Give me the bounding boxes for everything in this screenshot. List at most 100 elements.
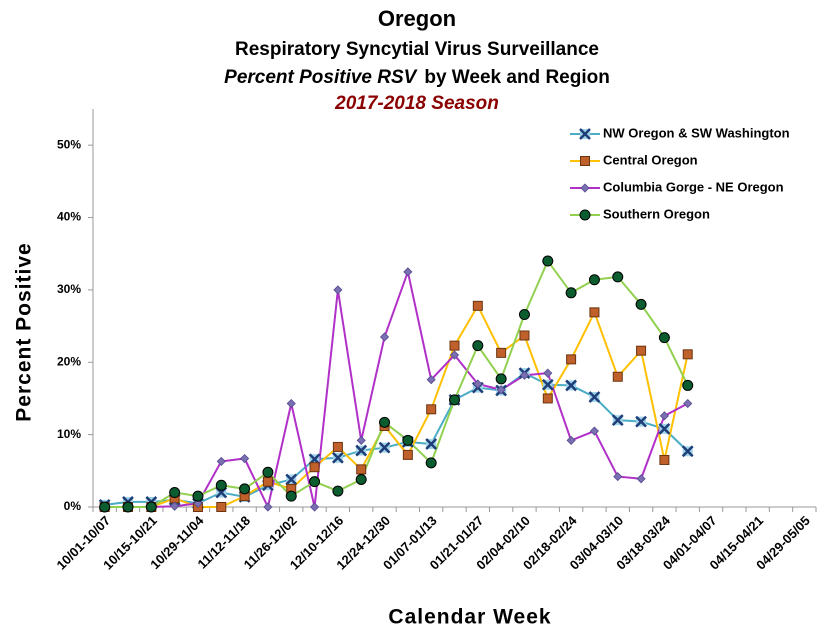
marker (519, 370, 530, 380)
marker (240, 453, 250, 464)
marker (402, 434, 414, 446)
marker (565, 287, 577, 299)
marker (449, 340, 460, 351)
marker (496, 347, 507, 358)
marker (332, 451, 344, 464)
marker (659, 454, 670, 465)
marker (519, 330, 530, 341)
marker (169, 487, 181, 499)
marker (333, 285, 343, 295)
y-tick-label: 30% (57, 282, 81, 296)
marker (542, 393, 553, 404)
legend-label: Southern Oregon (603, 206, 710, 221)
marker (170, 501, 180, 511)
marker (309, 462, 320, 473)
marker (658, 422, 671, 435)
subtitle-rest: by Week and Region (424, 67, 609, 88)
series-line (104, 258, 689, 508)
marker (426, 404, 437, 415)
marker (332, 441, 343, 452)
marker (426, 375, 436, 385)
legend-label: Columbia Gorge - NE Oregon (603, 179, 784, 194)
season-label: 2017-2018 Season (334, 93, 499, 114)
marker (286, 398, 296, 409)
marker (425, 457, 437, 469)
marker (216, 456, 226, 466)
marker (612, 371, 623, 382)
x-axis-title: Calendar Week (388, 606, 551, 629)
marker (378, 441, 391, 454)
marker (613, 472, 623, 482)
marker (239, 483, 251, 495)
marker (472, 300, 483, 311)
y-tick-label: 50% (57, 137, 81, 151)
marker (496, 385, 506, 395)
marker (262, 476, 273, 487)
marker (588, 274, 600, 286)
marker (356, 464, 367, 475)
marker (449, 350, 460, 360)
legend-label: NW Oregon & SW Washington (603, 125, 790, 140)
marker (285, 490, 297, 502)
chart-title: Oregon (378, 6, 456, 31)
marker (425, 438, 438, 450)
marker (659, 411, 669, 421)
legend-label: Central Oregon (603, 152, 698, 167)
marker (193, 498, 203, 508)
marker (565, 379, 577, 392)
marker (682, 349, 693, 360)
marker (541, 378, 554, 391)
marker (285, 473, 298, 486)
chart-subtitle: Respiratory Syncytial Virus Surveillance (235, 39, 599, 60)
marker (495, 373, 507, 385)
marker (356, 435, 366, 445)
y-tick-label: 20% (57, 354, 81, 368)
marker (588, 391, 601, 403)
marker (379, 416, 391, 428)
y-tick-label: 10% (57, 427, 81, 441)
marker (192, 490, 204, 502)
marker (99, 501, 111, 513)
series-line (104, 268, 689, 511)
marker (262, 466, 274, 478)
marker (683, 398, 693, 409)
marker (636, 345, 647, 356)
marker (309, 502, 320, 512)
marker (355, 474, 367, 486)
marker (611, 414, 624, 427)
marker (566, 354, 577, 365)
marker (215, 479, 227, 491)
marker (518, 309, 530, 321)
marker (355, 444, 368, 457)
subtitle-italic: Percent Positive RSV (224, 67, 418, 88)
marker (636, 474, 646, 484)
marker (309, 476, 321, 488)
marker (589, 426, 600, 436)
marker (402, 449, 413, 460)
marker (589, 307, 600, 318)
legend-marker (579, 209, 591, 221)
marker (332, 485, 344, 497)
marker (658, 332, 670, 344)
marker (635, 298, 647, 310)
marker (681, 445, 694, 458)
marker (122, 501, 134, 513)
marker (216, 502, 227, 512)
legend-marker (579, 128, 591, 140)
y-tick-label: 40% (57, 210, 81, 224)
series-line (104, 303, 689, 508)
marker (543, 368, 553, 378)
chart-subtitle-2: Percent Positive RSV by Week and Region (224, 67, 610, 88)
marker (145, 501, 157, 513)
marker (566, 435, 576, 445)
marker (542, 255, 554, 267)
legend-marker (580, 183, 590, 193)
legend-marker (580, 156, 590, 166)
marker (449, 394, 460, 406)
marker (635, 415, 647, 428)
marker (473, 379, 483, 389)
marker (403, 267, 413, 277)
marker (263, 502, 273, 512)
marker (379, 332, 390, 342)
